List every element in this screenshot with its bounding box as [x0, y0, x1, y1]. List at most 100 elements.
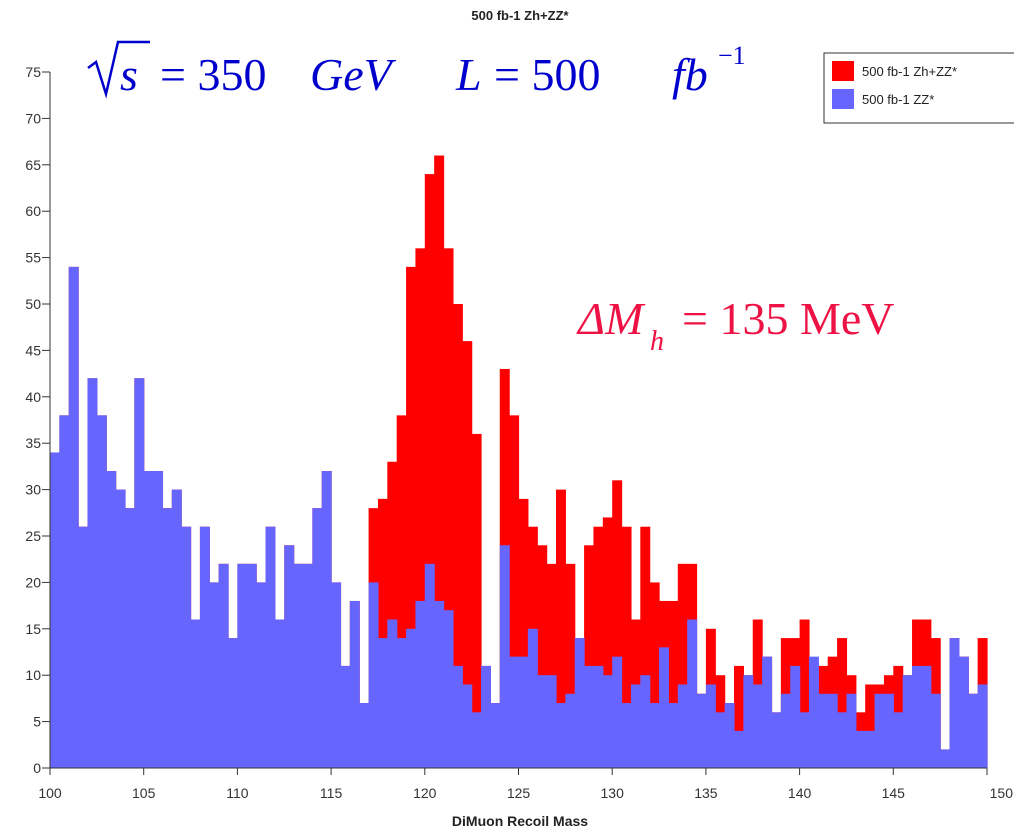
- bar-zz-63: [640, 675, 651, 768]
- bar-zz-9: [134, 378, 145, 768]
- bar-zz-60: [612, 656, 623, 768]
- x-tick-label-145: 145: [882, 785, 906, 801]
- energy-unit: GeV: [310, 49, 397, 100]
- bar-zz-12: [162, 508, 173, 768]
- energy-value: = 350: [160, 49, 266, 100]
- bar-zz-6: [106, 471, 117, 768]
- delta-subscript: h: [650, 326, 664, 357]
- bar-zz-39: [415, 600, 426, 768]
- bar-zz-73: [734, 730, 744, 768]
- y-tick-label-10: 10: [25, 667, 41, 683]
- bar-zz-16: [199, 526, 210, 768]
- bar-zh-57: [584, 545, 595, 768]
- energy-annotation: s = 350 GeV L = 500 fb −1: [87, 40, 746, 100]
- bar-zz-52: [537, 675, 548, 768]
- bar-zz-70: [705, 684, 716, 768]
- lumi-symbol: L: [455, 49, 482, 100]
- bar-zz-32: [349, 600, 360, 768]
- mass-resolution-annotation: ΔM h = 135 MeV: [576, 293, 894, 357]
- bar-zz-17: [209, 582, 220, 768]
- bar-zz-57: [584, 665, 595, 768]
- bar-zz-68: [687, 619, 698, 768]
- bar-zz-20: [237, 563, 248, 768]
- bar-zz-94: [930, 693, 941, 768]
- bar-zh-44: [462, 341, 473, 768]
- bar-zz-87: [865, 730, 876, 768]
- legend-label-zh: 500 fb-1 Zh+ZZ*: [862, 64, 957, 79]
- bar-zh-63: [640, 526, 651, 768]
- bar-zz-23: [265, 526, 276, 768]
- bar-zh-52: [537, 545, 548, 768]
- bar-zh-38: [406, 266, 417, 768]
- bar-zz-5: [96, 415, 107, 768]
- bar-zz-26: [293, 563, 304, 768]
- bar-zh-80: [799, 619, 810, 768]
- lumi-unit: fb: [672, 49, 708, 100]
- x-axis-label: DiMuon Recoil Mass: [452, 813, 588, 829]
- bar-zz-29: [321, 471, 332, 768]
- bar-zz-66: [668, 703, 679, 768]
- x-tick-label-150: 150: [990, 785, 1014, 801]
- bar-zz-45: [471, 712, 482, 768]
- x-tick-label-125: 125: [507, 785, 531, 801]
- bar-zz-11: [153, 471, 164, 768]
- y-tick-label-60: 60: [25, 203, 41, 219]
- bar-zh-43: [452, 304, 463, 768]
- bar-zh-42: [443, 248, 454, 768]
- bar-zz-82: [818, 693, 829, 768]
- bar-zh-39: [415, 248, 426, 768]
- bar-zz-50: [518, 656, 529, 768]
- y-tick-label-0: 0: [33, 760, 41, 776]
- bar-zz-86: [855, 730, 866, 768]
- bar-zz-2: [68, 266, 79, 768]
- bar-zz-15: [190, 619, 201, 768]
- bar-zz-7: [115, 489, 126, 768]
- bar-zz-91: [902, 675, 913, 768]
- bar-zz-58: [593, 665, 604, 768]
- bar-zz-49: [509, 656, 520, 768]
- bar-zz-24: [274, 619, 285, 768]
- bar-zz-31: [340, 665, 351, 768]
- x-tick-label-140: 140: [788, 785, 812, 801]
- y-tick-label-25: 25: [25, 528, 41, 544]
- x-tick-label-120: 120: [413, 785, 437, 801]
- bar-zz-80: [799, 712, 810, 768]
- legend-swatch-zz: [832, 89, 854, 109]
- legend-box: [823, 52, 1014, 124]
- bar-zz-62: [630, 684, 641, 768]
- bar-zz-83: [827, 693, 838, 768]
- y-tick-label-65: 65: [25, 157, 41, 173]
- chart-title: 500 fb-1 Zh+ZZ*: [471, 8, 569, 23]
- y-tick-label-45: 45: [25, 342, 41, 358]
- bar-zz-92: [912, 665, 923, 768]
- bar-zz-46: [481, 665, 491, 768]
- bar-zz-33: [359, 703, 370, 768]
- bar-zz-36: [387, 619, 398, 768]
- lumi-exponent: −1: [718, 41, 746, 70]
- y-tick-label-15: 15: [25, 621, 41, 637]
- bar-zz-55: [565, 693, 576, 768]
- bar-zz-72: [724, 703, 735, 768]
- bar-zz-89: [883, 693, 894, 768]
- bar-zz-98: [968, 693, 979, 768]
- bar-zz-61: [621, 703, 632, 768]
- bar-zz-42: [443, 610, 454, 768]
- bar-zz-19: [228, 638, 238, 768]
- bar-zh-37: [396, 415, 407, 768]
- bar-zz-93: [921, 665, 932, 768]
- bar-zz-47: [490, 703, 501, 768]
- bar-zz-77: [771, 712, 782, 768]
- bar-zh-67: [677, 563, 688, 768]
- bar-zh-59: [602, 517, 613, 768]
- y-tick-label-20: 20: [25, 574, 41, 590]
- bar-zz-75: [752, 684, 763, 768]
- bar-zz-28: [312, 508, 323, 768]
- bar-zh-58: [593, 526, 604, 768]
- bar-zz-37: [396, 638, 407, 768]
- legend-label-zz: 500 fb-1 ZZ*: [862, 92, 934, 107]
- legend-swatch-zh: [832, 61, 854, 81]
- bar-zh-45: [471, 433, 482, 768]
- y-tick-label-35: 35: [25, 435, 41, 451]
- bar-zz-95: [940, 749, 951, 768]
